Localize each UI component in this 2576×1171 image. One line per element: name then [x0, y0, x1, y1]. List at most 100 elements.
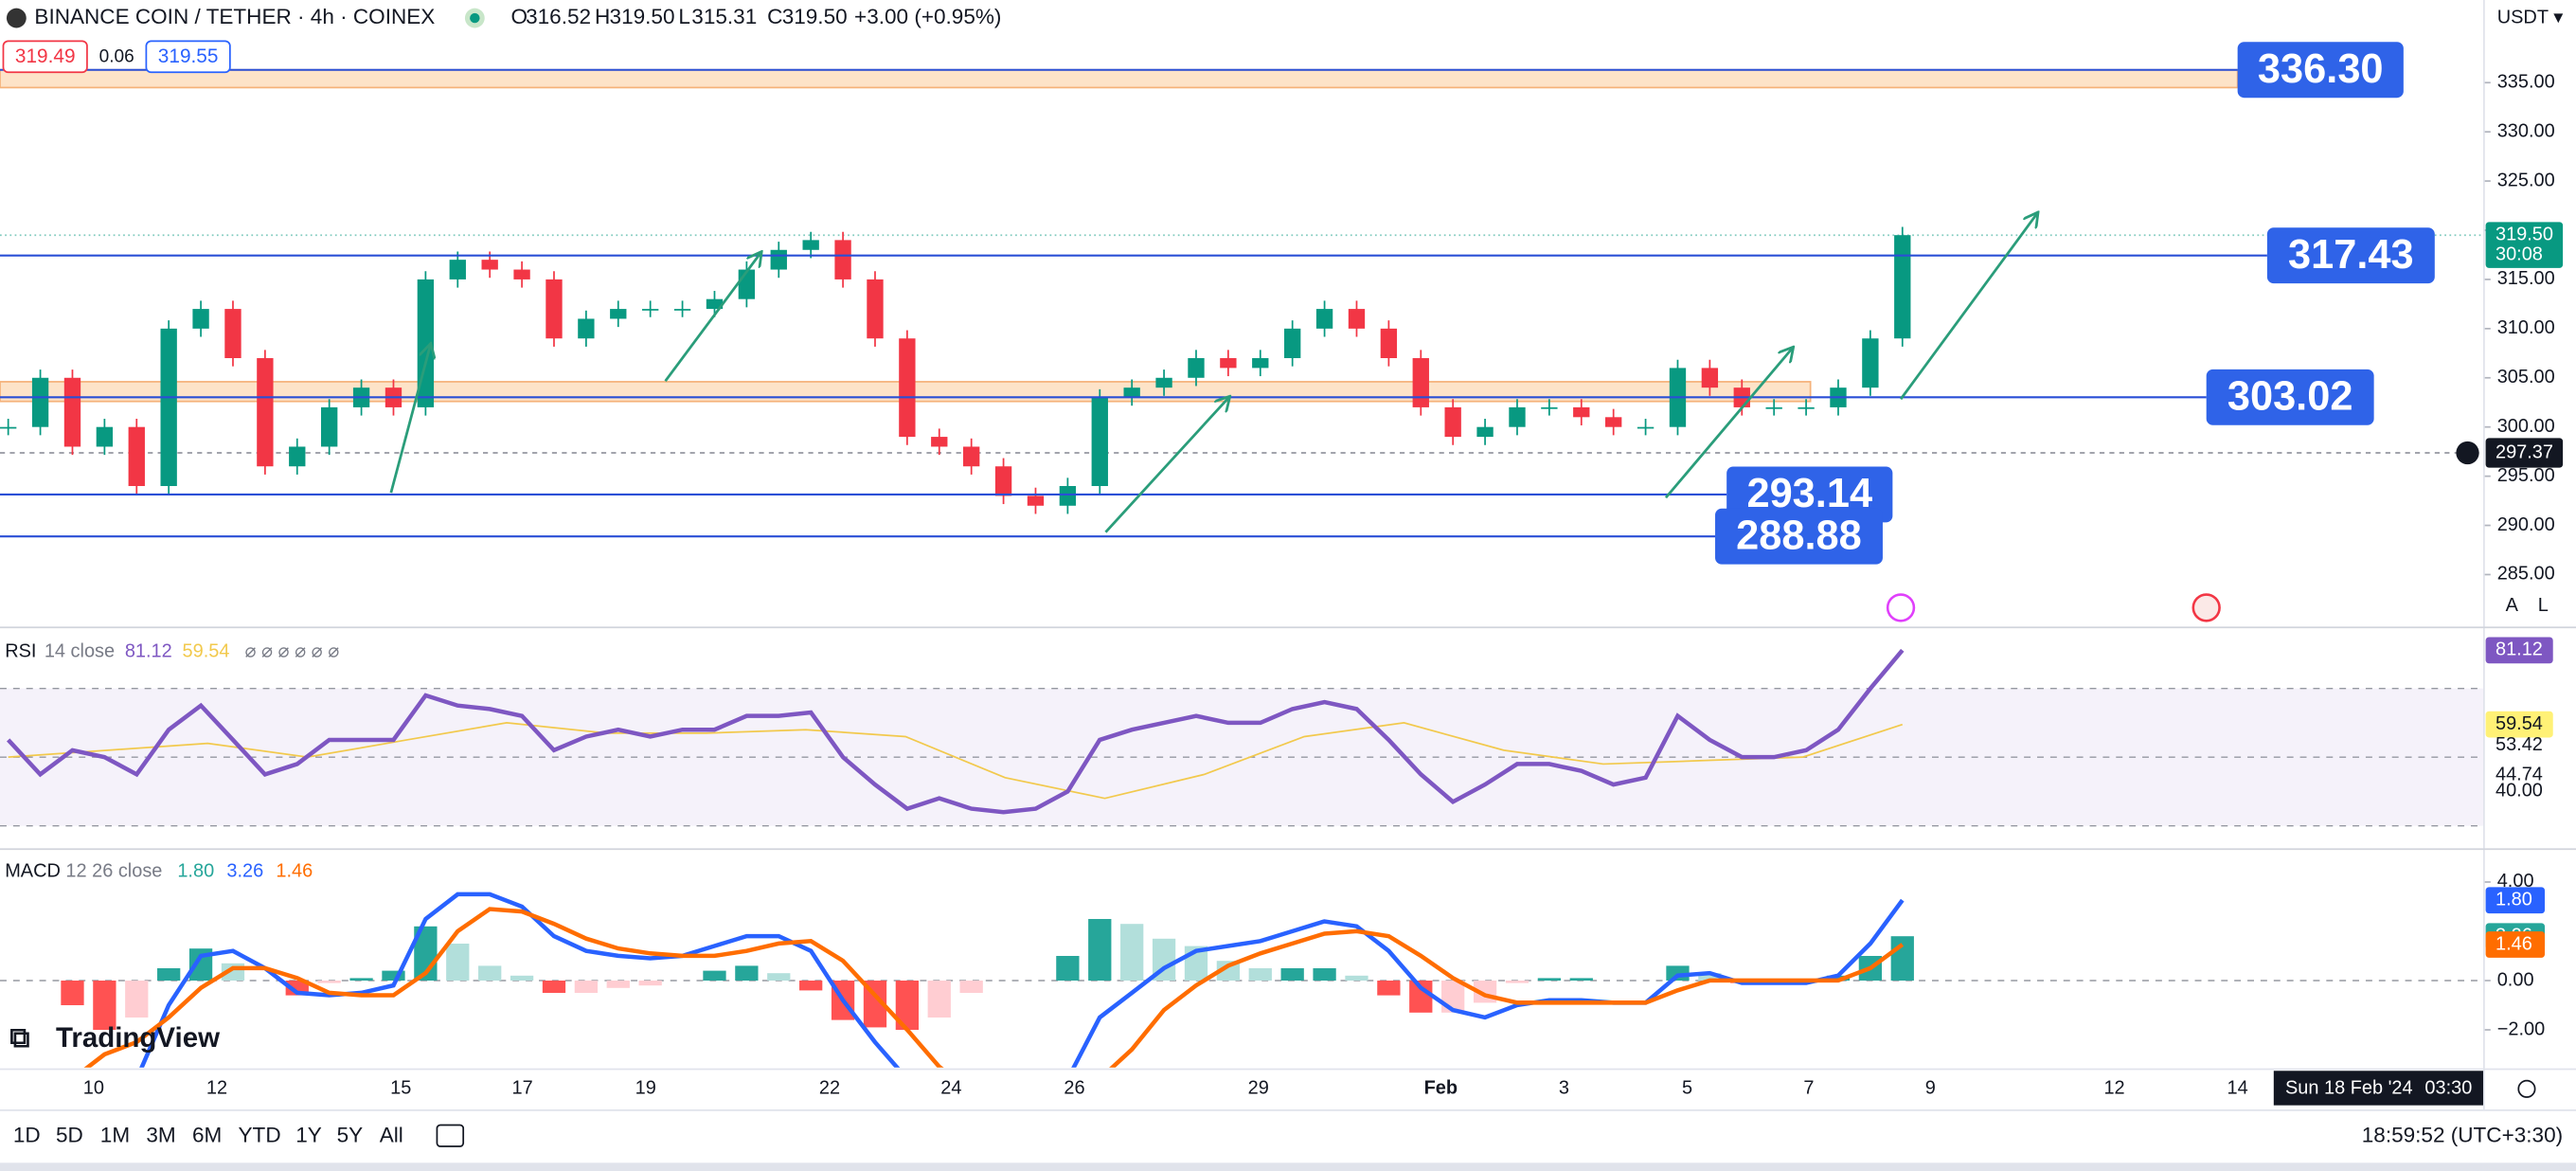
- ask-box[interactable]: [145, 40, 231, 74]
- candle-body: [834, 240, 851, 279]
- axis-value-box: [2485, 711, 2553, 738]
- range-button[interactable]: 3M: [146, 1124, 175, 1147]
- legend-value: 3.26: [226, 861, 263, 882]
- range-button[interactable]: YTD: [239, 1124, 281, 1147]
- histogram-bar: [1345, 975, 1368, 981]
- macd-line: [139, 892, 1905, 1068]
- range-button[interactable]: All: [380, 1124, 403, 1147]
- level-label: 288.88: [1736, 513, 1862, 558]
- overlay: 285.00290.00295.00300.00305.00310.00315.…: [0, 42, 2564, 1147]
- candle-body: [1573, 406, 1590, 418]
- x-tick-label: 7: [1803, 1078, 1814, 1099]
- crosshair-box: [2485, 438, 2564, 468]
- candle-body: [1252, 358, 1269, 369]
- arrow: [389, 345, 431, 494]
- event-icon[interactable]: [2191, 593, 2221, 622]
- date-range-icon[interactable]: [436, 1124, 465, 1147]
- range-button[interactable]: 1Y: [295, 1124, 322, 1147]
- histogram-bar: [767, 973, 791, 981]
- x-tick-label: 10: [83, 1078, 104, 1099]
- candle-body: [802, 240, 819, 250]
- event-icon[interactable]: [1886, 593, 1916, 622]
- candle-body: [1894, 235, 1911, 339]
- indicator-title[interactable]: MACD: [5, 861, 61, 882]
- candle-body: [1412, 358, 1429, 407]
- arrow: [664, 253, 761, 383]
- x-tick-label: 24: [940, 1078, 961, 1099]
- legend-value: 59.54: [183, 640, 230, 661]
- y-tick-label: −2.00: [2497, 1018, 2545, 1039]
- candle-body: [1348, 309, 1366, 329]
- y-tick-label: 4.00: [2497, 871, 2534, 892]
- x-tick-label: 29: [1248, 1078, 1269, 1099]
- cursor-date-box: [2273, 1071, 2484, 1106]
- range-button[interactable]: 5D: [56, 1124, 83, 1147]
- candle-body: [546, 279, 563, 339]
- scale-button[interactable]: L: [2538, 595, 2549, 616]
- x-tick-label: 26: [1064, 1078, 1084, 1099]
- range-button[interactable]: 5Y: [337, 1124, 364, 1147]
- range-button[interactable]: 1D: [13, 1124, 41, 1147]
- x-tick-label: 19: [635, 1078, 656, 1099]
- y-tick-label: 330.00: [2497, 120, 2555, 141]
- logo: ⧉: [9, 1022, 29, 1054]
- legend-value: 1.80: [177, 861, 214, 882]
- candle-body: [128, 426, 145, 487]
- ohlc-value: 319.50: [782, 5, 848, 28]
- clock[interactable]: 18:59:52 (UTC+3:30): [2362, 1124, 2563, 1147]
- crosshair-plus[interactable]: [2456, 441, 2479, 465]
- y-tick-label: 310.00: [2497, 317, 2555, 338]
- settings-icon[interactable]: [2517, 1079, 2536, 1098]
- bid-box[interactable]: [2, 40, 88, 74]
- candle-body: [770, 249, 787, 270]
- legend-value: 81.12: [125, 640, 172, 661]
- histogram-bar: [1056, 955, 1080, 981]
- candle-body: [738, 269, 756, 299]
- ohlc-key: L: [678, 5, 690, 28]
- candle-body: [160, 328, 177, 487]
- x-tick-label: 17: [512, 1078, 533, 1099]
- x-tick-label: 9: [1925, 1078, 1936, 1099]
- histogram-bar: [1088, 918, 1112, 981]
- scale-button[interactable]: A: [2506, 595, 2519, 616]
- branding: TradingView: [56, 1022, 220, 1054]
- candle-body: [192, 309, 209, 329]
- candle-body: [1188, 358, 1205, 378]
- candle-body: [1220, 358, 1237, 369]
- currency-selector[interactable]: USDT ▾: [2497, 7, 2563, 27]
- axis-value: 53.42: [2496, 734, 2543, 755]
- candles: [0, 226, 1911, 514]
- axis-value: 59.54: [2496, 713, 2543, 734]
- cursor-date: Sun 18 Feb '24: [2285, 1078, 2413, 1099]
- histogram-bar: [1698, 973, 1722, 981]
- macd: [61, 892, 1914, 1068]
- candle-body: [867, 279, 884, 339]
- indicator-title[interactable]: RSI: [5, 640, 36, 661]
- histogram-bar: [382, 970, 405, 981]
- symbol-title[interactable]: BINANCE COIN / TETHER · 4h · COINEX: [34, 5, 435, 28]
- histogram-bar: [799, 980, 823, 991]
- level-box: [2237, 42, 2404, 99]
- candle-body: [1509, 406, 1526, 427]
- ohlc-key: H: [595, 5, 610, 28]
- y-tick-label: 305.00: [2497, 367, 2555, 387]
- last-price-box: [2485, 222, 2564, 268]
- candle-body: [1059, 486, 1077, 506]
- y-tick-label: 325.00: [2497, 170, 2555, 190]
- indicator-params: 12 26 close: [65, 861, 162, 882]
- candle-body: [1444, 406, 1461, 438]
- range-button[interactable]: 1M: [100, 1124, 130, 1147]
- ohlc-key: C: [767, 5, 782, 28]
- bid: 319.49: [15, 45, 76, 67]
- histogram-bar: [1505, 980, 1530, 983]
- crosshair-price: 297.37: [2496, 441, 2553, 462]
- axis-value-box: [2485, 637, 2553, 664]
- candle-body: [1765, 406, 1782, 409]
- range-button[interactable]: 6M: [192, 1124, 222, 1147]
- candle-body: [224, 309, 242, 359]
- candle-body: [1798, 406, 1815, 409]
- ohlc-value: 316.52: [526, 5, 591, 28]
- histogram-bar: [542, 980, 566, 993]
